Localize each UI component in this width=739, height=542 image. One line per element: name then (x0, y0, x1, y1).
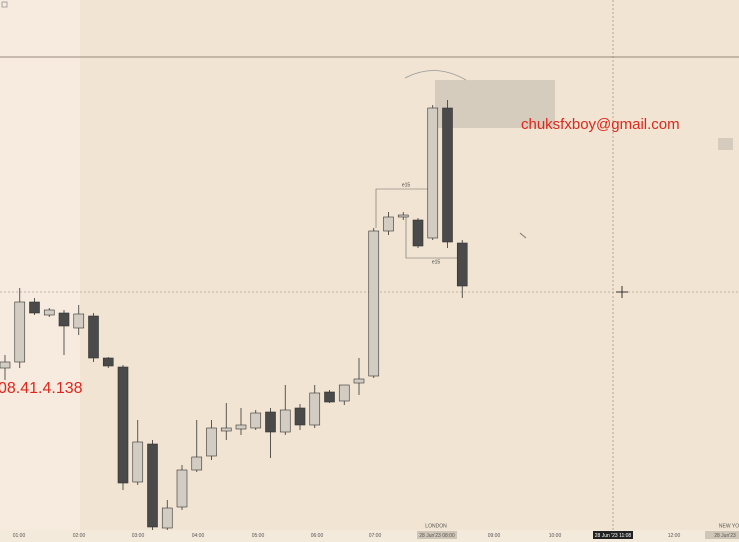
time-label: 07:00 (369, 533, 382, 539)
time-label: 28 Jun'23 08:00 (419, 533, 455, 539)
candle-body (397, 214, 409, 218)
time-label: 12:00 (668, 533, 681, 539)
candle-body (250, 412, 262, 429)
session-label: LONDON (425, 523, 447, 529)
time-label: 02:00 (73, 533, 86, 539)
candle-body (176, 469, 188, 508)
candle-body (309, 392, 321, 426)
time-axis (0, 530, 739, 542)
time-label: 01:00 (13, 533, 26, 539)
session-shade (0, 0, 80, 530)
time-label: 09:00 (488, 533, 501, 539)
icon (1, 1, 8, 8)
candle-body (220, 427, 232, 432)
candle-body (206, 427, 217, 457)
time-label: 28 Jun'23 (714, 533, 736, 539)
time-highlight (705, 531, 739, 539)
session-label: NEW YO (719, 523, 739, 529)
time-label: 03:00 (132, 533, 145, 539)
time-label: 04:00 (192, 533, 205, 539)
candles (0, 100, 468, 530)
time-label: 10:00 (549, 533, 562, 539)
candle-body (324, 391, 335, 403)
watermark-email: chuksfxboy@gmail.com (521, 116, 680, 133)
candle-body (191, 456, 203, 471)
candle-body (338, 384, 350, 402)
watermark-ip: 08.41.4.138 (0, 380, 83, 397)
candle-body (132, 441, 144, 483)
candle-body (88, 315, 99, 359)
range-bracket (375, 188, 433, 228)
candle-body (265, 411, 276, 433)
stroke (519, 232, 527, 239)
range-label: e15 (432, 259, 441, 265)
time-label: 06:00 (311, 533, 324, 539)
time-highlight (417, 531, 457, 539)
candle-body (294, 407, 306, 426)
session-shade (80, 0, 739, 530)
candle-body (279, 409, 291, 433)
candle-body (456, 242, 468, 287)
time-highlight (593, 531, 633, 539)
candle-body (412, 219, 424, 247)
zone-box (435, 80, 555, 128)
candle-body (383, 216, 394, 232)
candle-body (102, 357, 114, 367)
candle-body (43, 309, 55, 316)
candle-body (73, 313, 85, 329)
time-label: 05:00 (252, 533, 265, 539)
candle-body (14, 301, 26, 363)
zone-box (718, 138, 733, 150)
candle-body (427, 107, 439, 239)
candle-body (235, 424, 247, 430)
range-bracket (405, 216, 460, 259)
candle-body (58, 312, 70, 327)
candle-body (353, 378, 365, 384)
candle-body (161, 507, 173, 529)
candle-body (117, 366, 129, 484)
candle-body (442, 107, 453, 243)
candle-body (147, 443, 158, 528)
range-label: e15 (402, 182, 411, 188)
candle-body (368, 230, 380, 377)
time-labels: 01:00 02:00 03:00 04:00 05:00 06:00 07:00 28 Ju… (13, 531, 739, 539)
time-label: 28 Jun '23 11:08 (595, 533, 632, 539)
arc (404, 70, 467, 81)
candle-body (29, 301, 40, 314)
candle-body (0, 361, 11, 369)
